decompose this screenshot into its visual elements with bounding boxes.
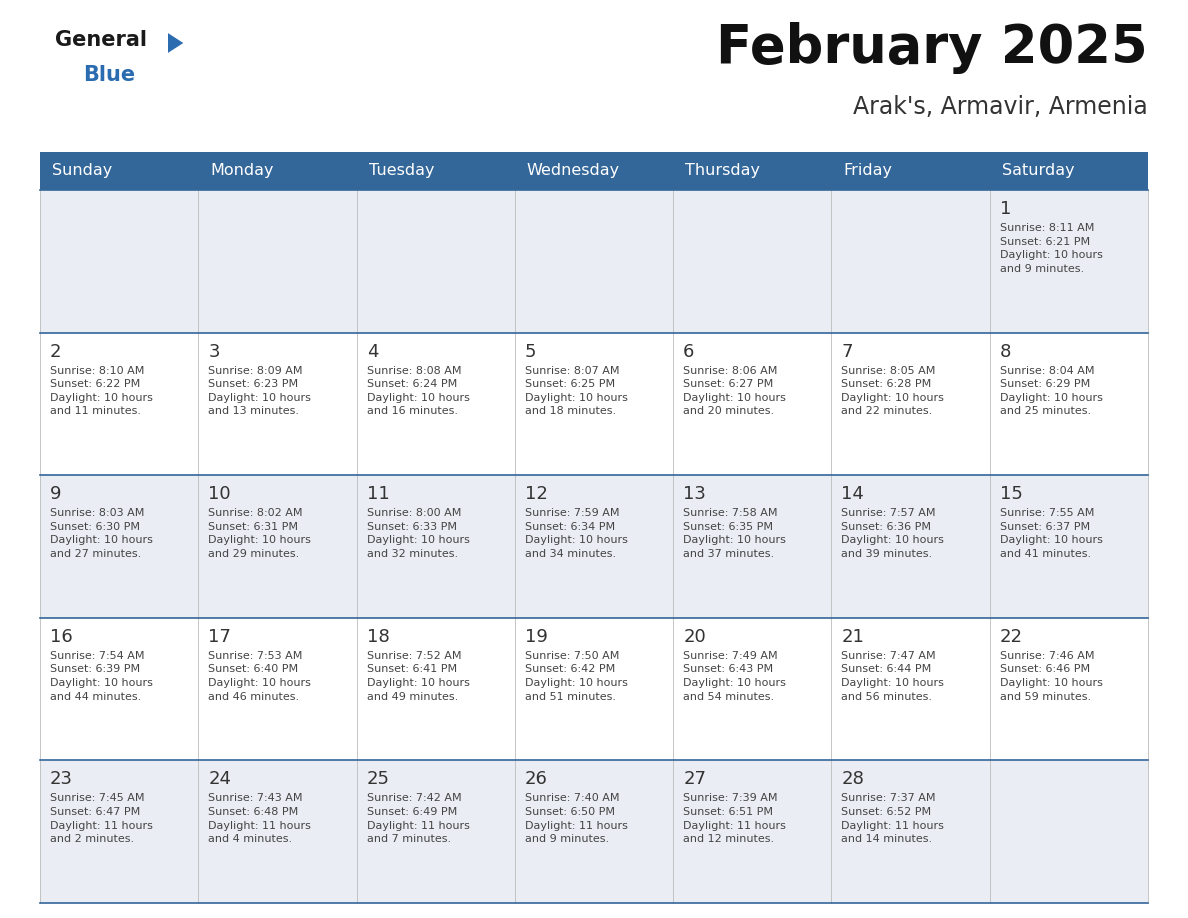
Text: Sunrise: 7:47 AM
Sunset: 6:44 PM
Daylight: 10 hours
and 56 minutes.: Sunrise: 7:47 AM Sunset: 6:44 PM Dayligh… — [841, 651, 944, 701]
Text: 6: 6 — [683, 342, 695, 361]
Text: 2: 2 — [50, 342, 62, 361]
Text: 21: 21 — [841, 628, 865, 645]
Text: Sunrise: 7:49 AM
Sunset: 6:43 PM
Daylight: 10 hours
and 54 minutes.: Sunrise: 7:49 AM Sunset: 6:43 PM Dayligh… — [683, 651, 786, 701]
Text: Sunrise: 8:10 AM
Sunset: 6:22 PM
Daylight: 10 hours
and 11 minutes.: Sunrise: 8:10 AM Sunset: 6:22 PM Dayligh… — [50, 365, 153, 417]
Text: 15: 15 — [1000, 486, 1023, 503]
Text: 7: 7 — [841, 342, 853, 361]
Text: Sunrise: 7:53 AM
Sunset: 6:40 PM
Daylight: 10 hours
and 46 minutes.: Sunrise: 7:53 AM Sunset: 6:40 PM Dayligh… — [208, 651, 311, 701]
Text: 1: 1 — [1000, 200, 1011, 218]
Text: 16: 16 — [50, 628, 72, 645]
Text: Arak's, Armavir, Armenia: Arak's, Armavir, Armenia — [853, 95, 1148, 119]
Text: Sunday: Sunday — [52, 163, 112, 178]
Text: Friday: Friday — [843, 163, 892, 178]
Text: Sunrise: 8:07 AM
Sunset: 6:25 PM
Daylight: 10 hours
and 18 minutes.: Sunrise: 8:07 AM Sunset: 6:25 PM Dayligh… — [525, 365, 627, 417]
Text: Sunrise: 7:39 AM
Sunset: 6:51 PM
Daylight: 11 hours
and 12 minutes.: Sunrise: 7:39 AM Sunset: 6:51 PM Dayligh… — [683, 793, 786, 845]
Text: Sunrise: 7:43 AM
Sunset: 6:48 PM
Daylight: 11 hours
and 4 minutes.: Sunrise: 7:43 AM Sunset: 6:48 PM Dayligh… — [208, 793, 311, 845]
Text: Thursday: Thursday — [685, 163, 760, 178]
Text: Monday: Monday — [210, 163, 273, 178]
Text: Sunrise: 7:54 AM
Sunset: 6:39 PM
Daylight: 10 hours
and 44 minutes.: Sunrise: 7:54 AM Sunset: 6:39 PM Dayligh… — [50, 651, 153, 701]
Text: Sunrise: 7:55 AM
Sunset: 6:37 PM
Daylight: 10 hours
and 41 minutes.: Sunrise: 7:55 AM Sunset: 6:37 PM Dayligh… — [1000, 509, 1102, 559]
Text: 4: 4 — [367, 342, 378, 361]
Text: 26: 26 — [525, 770, 548, 789]
Text: Tuesday: Tuesday — [368, 163, 434, 178]
Text: Sunrise: 8:05 AM
Sunset: 6:28 PM
Daylight: 10 hours
and 22 minutes.: Sunrise: 8:05 AM Sunset: 6:28 PM Dayligh… — [841, 365, 944, 417]
Text: 11: 11 — [367, 486, 390, 503]
Text: Sunrise: 7:52 AM
Sunset: 6:41 PM
Daylight: 10 hours
and 49 minutes.: Sunrise: 7:52 AM Sunset: 6:41 PM Dayligh… — [367, 651, 469, 701]
Text: Wednesday: Wednesday — [526, 163, 620, 178]
Text: Sunrise: 8:06 AM
Sunset: 6:27 PM
Daylight: 10 hours
and 20 minutes.: Sunrise: 8:06 AM Sunset: 6:27 PM Dayligh… — [683, 365, 786, 417]
Text: Sunrise: 8:08 AM
Sunset: 6:24 PM
Daylight: 10 hours
and 16 minutes.: Sunrise: 8:08 AM Sunset: 6:24 PM Dayligh… — [367, 365, 469, 417]
Text: 9: 9 — [50, 486, 62, 503]
Bar — [40, 332, 1148, 476]
Text: 25: 25 — [367, 770, 390, 789]
Text: Sunrise: 8:03 AM
Sunset: 6:30 PM
Daylight: 10 hours
and 27 minutes.: Sunrise: 8:03 AM Sunset: 6:30 PM Dayligh… — [50, 509, 153, 559]
Bar — [40, 152, 1148, 190]
Text: 19: 19 — [525, 628, 548, 645]
Text: General: General — [55, 30, 147, 50]
Bar — [40, 190, 1148, 332]
Text: 14: 14 — [841, 486, 865, 503]
Bar — [40, 476, 1148, 618]
Bar — [40, 760, 1148, 903]
Text: 28: 28 — [841, 770, 865, 789]
Text: 8: 8 — [1000, 342, 1011, 361]
Text: Sunrise: 7:37 AM
Sunset: 6:52 PM
Daylight: 11 hours
and 14 minutes.: Sunrise: 7:37 AM Sunset: 6:52 PM Dayligh… — [841, 793, 944, 845]
Text: Sunrise: 7:42 AM
Sunset: 6:49 PM
Daylight: 11 hours
and 7 minutes.: Sunrise: 7:42 AM Sunset: 6:49 PM Dayligh… — [367, 793, 469, 845]
Text: 20: 20 — [683, 628, 706, 645]
Text: 13: 13 — [683, 486, 706, 503]
Text: 12: 12 — [525, 486, 548, 503]
Text: 27: 27 — [683, 770, 706, 789]
Text: Sunrise: 7:59 AM
Sunset: 6:34 PM
Daylight: 10 hours
and 34 minutes.: Sunrise: 7:59 AM Sunset: 6:34 PM Dayligh… — [525, 509, 627, 559]
Text: Sunrise: 7:46 AM
Sunset: 6:46 PM
Daylight: 10 hours
and 59 minutes.: Sunrise: 7:46 AM Sunset: 6:46 PM Dayligh… — [1000, 651, 1102, 701]
Text: Blue: Blue — [83, 65, 135, 85]
Text: Saturday: Saturday — [1001, 163, 1074, 178]
Text: Sunrise: 7:57 AM
Sunset: 6:36 PM
Daylight: 10 hours
and 39 minutes.: Sunrise: 7:57 AM Sunset: 6:36 PM Dayligh… — [841, 509, 944, 559]
Text: Sunrise: 7:45 AM
Sunset: 6:47 PM
Daylight: 11 hours
and 2 minutes.: Sunrise: 7:45 AM Sunset: 6:47 PM Dayligh… — [50, 793, 153, 845]
Text: Sunrise: 8:11 AM
Sunset: 6:21 PM
Daylight: 10 hours
and 9 minutes.: Sunrise: 8:11 AM Sunset: 6:21 PM Dayligh… — [1000, 223, 1102, 274]
Text: 23: 23 — [50, 770, 72, 789]
Text: Sunrise: 7:40 AM
Sunset: 6:50 PM
Daylight: 11 hours
and 9 minutes.: Sunrise: 7:40 AM Sunset: 6:50 PM Dayligh… — [525, 793, 627, 845]
Text: February 2025: February 2025 — [716, 22, 1148, 74]
Text: 22: 22 — [1000, 628, 1023, 645]
Bar — [40, 618, 1148, 760]
Text: Sunrise: 8:04 AM
Sunset: 6:29 PM
Daylight: 10 hours
and 25 minutes.: Sunrise: 8:04 AM Sunset: 6:29 PM Dayligh… — [1000, 365, 1102, 417]
Text: 18: 18 — [367, 628, 390, 645]
Text: Sunrise: 8:02 AM
Sunset: 6:31 PM
Daylight: 10 hours
and 29 minutes.: Sunrise: 8:02 AM Sunset: 6:31 PM Dayligh… — [208, 509, 311, 559]
Text: Sunrise: 8:00 AM
Sunset: 6:33 PM
Daylight: 10 hours
and 32 minutes.: Sunrise: 8:00 AM Sunset: 6:33 PM Dayligh… — [367, 509, 469, 559]
Text: 17: 17 — [208, 628, 232, 645]
Polygon shape — [168, 33, 183, 53]
Text: Sunrise: 7:58 AM
Sunset: 6:35 PM
Daylight: 10 hours
and 37 minutes.: Sunrise: 7:58 AM Sunset: 6:35 PM Dayligh… — [683, 509, 786, 559]
Text: Sunrise: 8:09 AM
Sunset: 6:23 PM
Daylight: 10 hours
and 13 minutes.: Sunrise: 8:09 AM Sunset: 6:23 PM Dayligh… — [208, 365, 311, 417]
Text: 24: 24 — [208, 770, 232, 789]
Text: 10: 10 — [208, 486, 230, 503]
Text: Sunrise: 7:50 AM
Sunset: 6:42 PM
Daylight: 10 hours
and 51 minutes.: Sunrise: 7:50 AM Sunset: 6:42 PM Dayligh… — [525, 651, 627, 701]
Text: 5: 5 — [525, 342, 536, 361]
Text: 3: 3 — [208, 342, 220, 361]
